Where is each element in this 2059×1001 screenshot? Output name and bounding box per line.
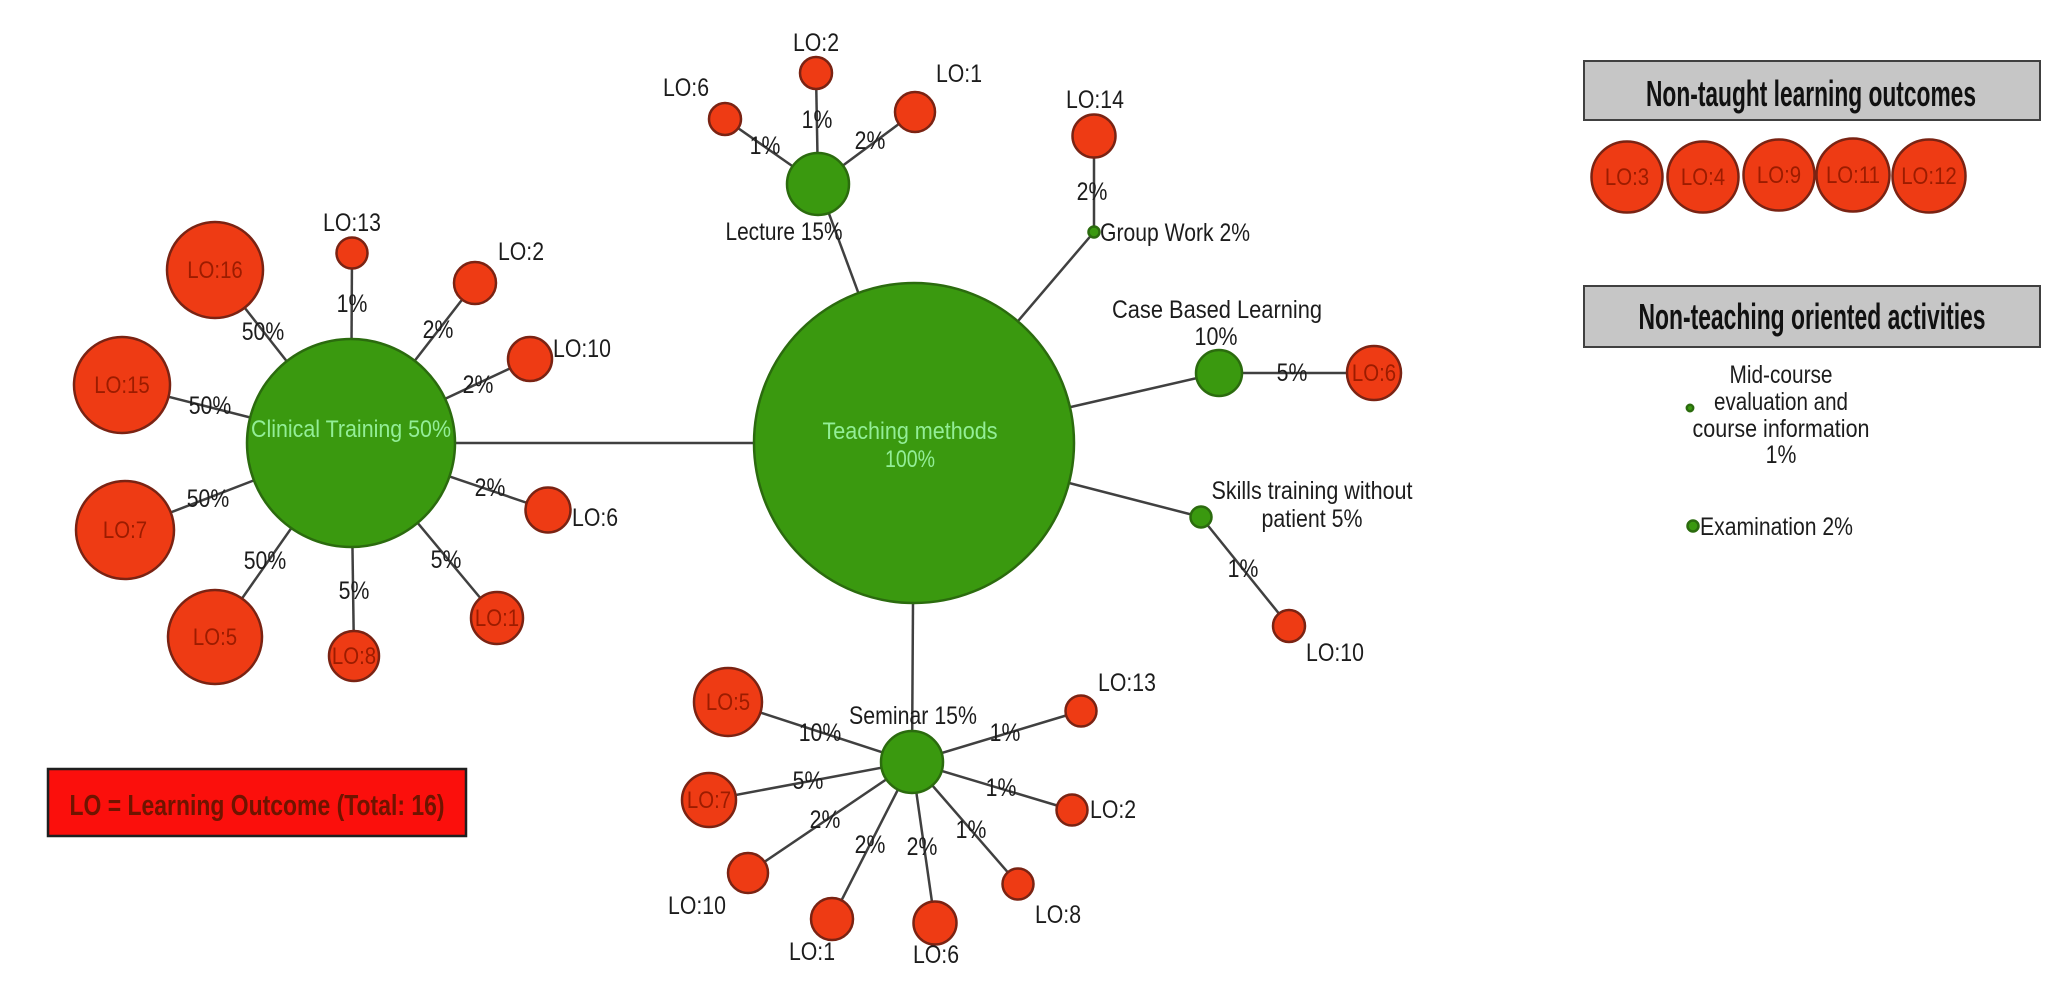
svg-text:2%: 2% xyxy=(423,316,454,344)
svg-text:LO:3: LO:3 xyxy=(1605,164,1649,191)
svg-text:LO:5: LO:5 xyxy=(193,624,237,651)
svg-text:50%: 50% xyxy=(189,392,232,420)
svg-text:50%: 50% xyxy=(187,485,230,513)
svg-text:1%: 1% xyxy=(990,719,1021,747)
svg-text:LO:14: LO:14 xyxy=(1066,86,1124,114)
svg-text:1%: 1% xyxy=(750,132,781,160)
svg-text:2%: 2% xyxy=(475,474,506,502)
svg-text:2%: 2% xyxy=(1077,178,1108,206)
svg-text:LO:4: LO:4 xyxy=(1681,164,1725,191)
svg-text:LO:6: LO:6 xyxy=(663,74,709,102)
svg-text:5%: 5% xyxy=(1277,359,1308,387)
svg-text:LO:10: LO:10 xyxy=(668,892,726,920)
svg-text:1%: 1% xyxy=(802,106,833,134)
svg-text:Skills training without: Skills training without xyxy=(1212,477,1413,505)
svg-text:LO:11: LO:11 xyxy=(1826,162,1880,189)
svg-text:2%: 2% xyxy=(463,371,494,399)
svg-text:1%: 1% xyxy=(1228,555,1259,583)
svg-text:LO:1: LO:1 xyxy=(789,938,835,966)
svg-text:2%: 2% xyxy=(855,127,886,155)
svg-text:course information: course information xyxy=(1693,415,1870,443)
svg-text:50%: 50% xyxy=(244,547,287,575)
svg-text:patient 5%: patient 5% xyxy=(1262,505,1363,533)
svg-text:evaluation and: evaluation and xyxy=(1714,388,1848,416)
svg-text:5%: 5% xyxy=(339,577,370,605)
svg-text:LO:1: LO:1 xyxy=(936,60,982,88)
svg-text:LO = Learning Outcome (Total:: LO = Learning Outcome (Total: 16) xyxy=(70,790,445,822)
svg-text:Clinical Training 50%: Clinical Training 50% xyxy=(251,416,451,443)
svg-text:LO:6: LO:6 xyxy=(572,504,618,532)
svg-text:LO:13: LO:13 xyxy=(323,209,381,237)
svg-text:Non-taught learning outcomes: Non-taught learning outcomes xyxy=(1646,73,1976,114)
svg-text:LO:8: LO:8 xyxy=(1035,901,1081,929)
svg-text:1%: 1% xyxy=(956,816,987,844)
svg-text:Teaching methods: Teaching methods xyxy=(823,418,998,445)
svg-text:5%: 5% xyxy=(431,546,462,574)
svg-text:LO:15: LO:15 xyxy=(94,372,150,399)
svg-text:LO:10: LO:10 xyxy=(553,335,611,363)
svg-text:2%: 2% xyxy=(810,806,841,834)
svg-text:2%: 2% xyxy=(907,833,938,861)
svg-text:1%: 1% xyxy=(986,774,1017,802)
svg-text:Examination 2%: Examination 2% xyxy=(1700,513,1853,541)
svg-text:LO:8: LO:8 xyxy=(332,643,376,670)
svg-text:100%: 100% xyxy=(885,446,935,473)
svg-text:LO:12: LO:12 xyxy=(1901,163,1957,190)
svg-text:LO:1: LO:1 xyxy=(475,605,519,632)
svg-text:1%: 1% xyxy=(1766,441,1797,469)
svg-text:LO:16: LO:16 xyxy=(187,257,243,284)
svg-text:Lecture 15%: Lecture 15% xyxy=(726,218,843,246)
svg-text:Case Based Learning: Case Based Learning xyxy=(1112,296,1322,324)
svg-text:LO:10: LO:10 xyxy=(1306,639,1364,667)
svg-text:LO:6: LO:6 xyxy=(1352,360,1396,387)
svg-text:LO:9: LO:9 xyxy=(1757,162,1801,189)
svg-text:50%: 50% xyxy=(242,318,285,346)
svg-text:Non-teaching oriented activiti: Non-teaching oriented activities xyxy=(1639,296,1986,337)
svg-text:10%: 10% xyxy=(799,719,842,747)
svg-text:Mid-course: Mid-course xyxy=(1730,361,1833,389)
svg-text:LO:6: LO:6 xyxy=(913,941,959,969)
svg-text:10%: 10% xyxy=(1195,323,1238,351)
svg-text:5%: 5% xyxy=(793,767,824,795)
svg-text:Seminar 15%: Seminar 15% xyxy=(849,702,977,730)
svg-text:LO:2: LO:2 xyxy=(498,238,544,266)
svg-text:Group Work 2%: Group Work 2% xyxy=(1100,219,1250,247)
svg-text:LO:7: LO:7 xyxy=(687,787,731,814)
svg-text:LO:5: LO:5 xyxy=(706,689,750,716)
svg-text:2%: 2% xyxy=(855,831,886,859)
svg-text:LO:2: LO:2 xyxy=(1090,796,1136,824)
svg-text:LO:13: LO:13 xyxy=(1098,669,1156,697)
svg-text:LO:7: LO:7 xyxy=(103,517,147,544)
svg-text:LO:2: LO:2 xyxy=(793,29,839,57)
svg-text:1%: 1% xyxy=(337,290,368,318)
